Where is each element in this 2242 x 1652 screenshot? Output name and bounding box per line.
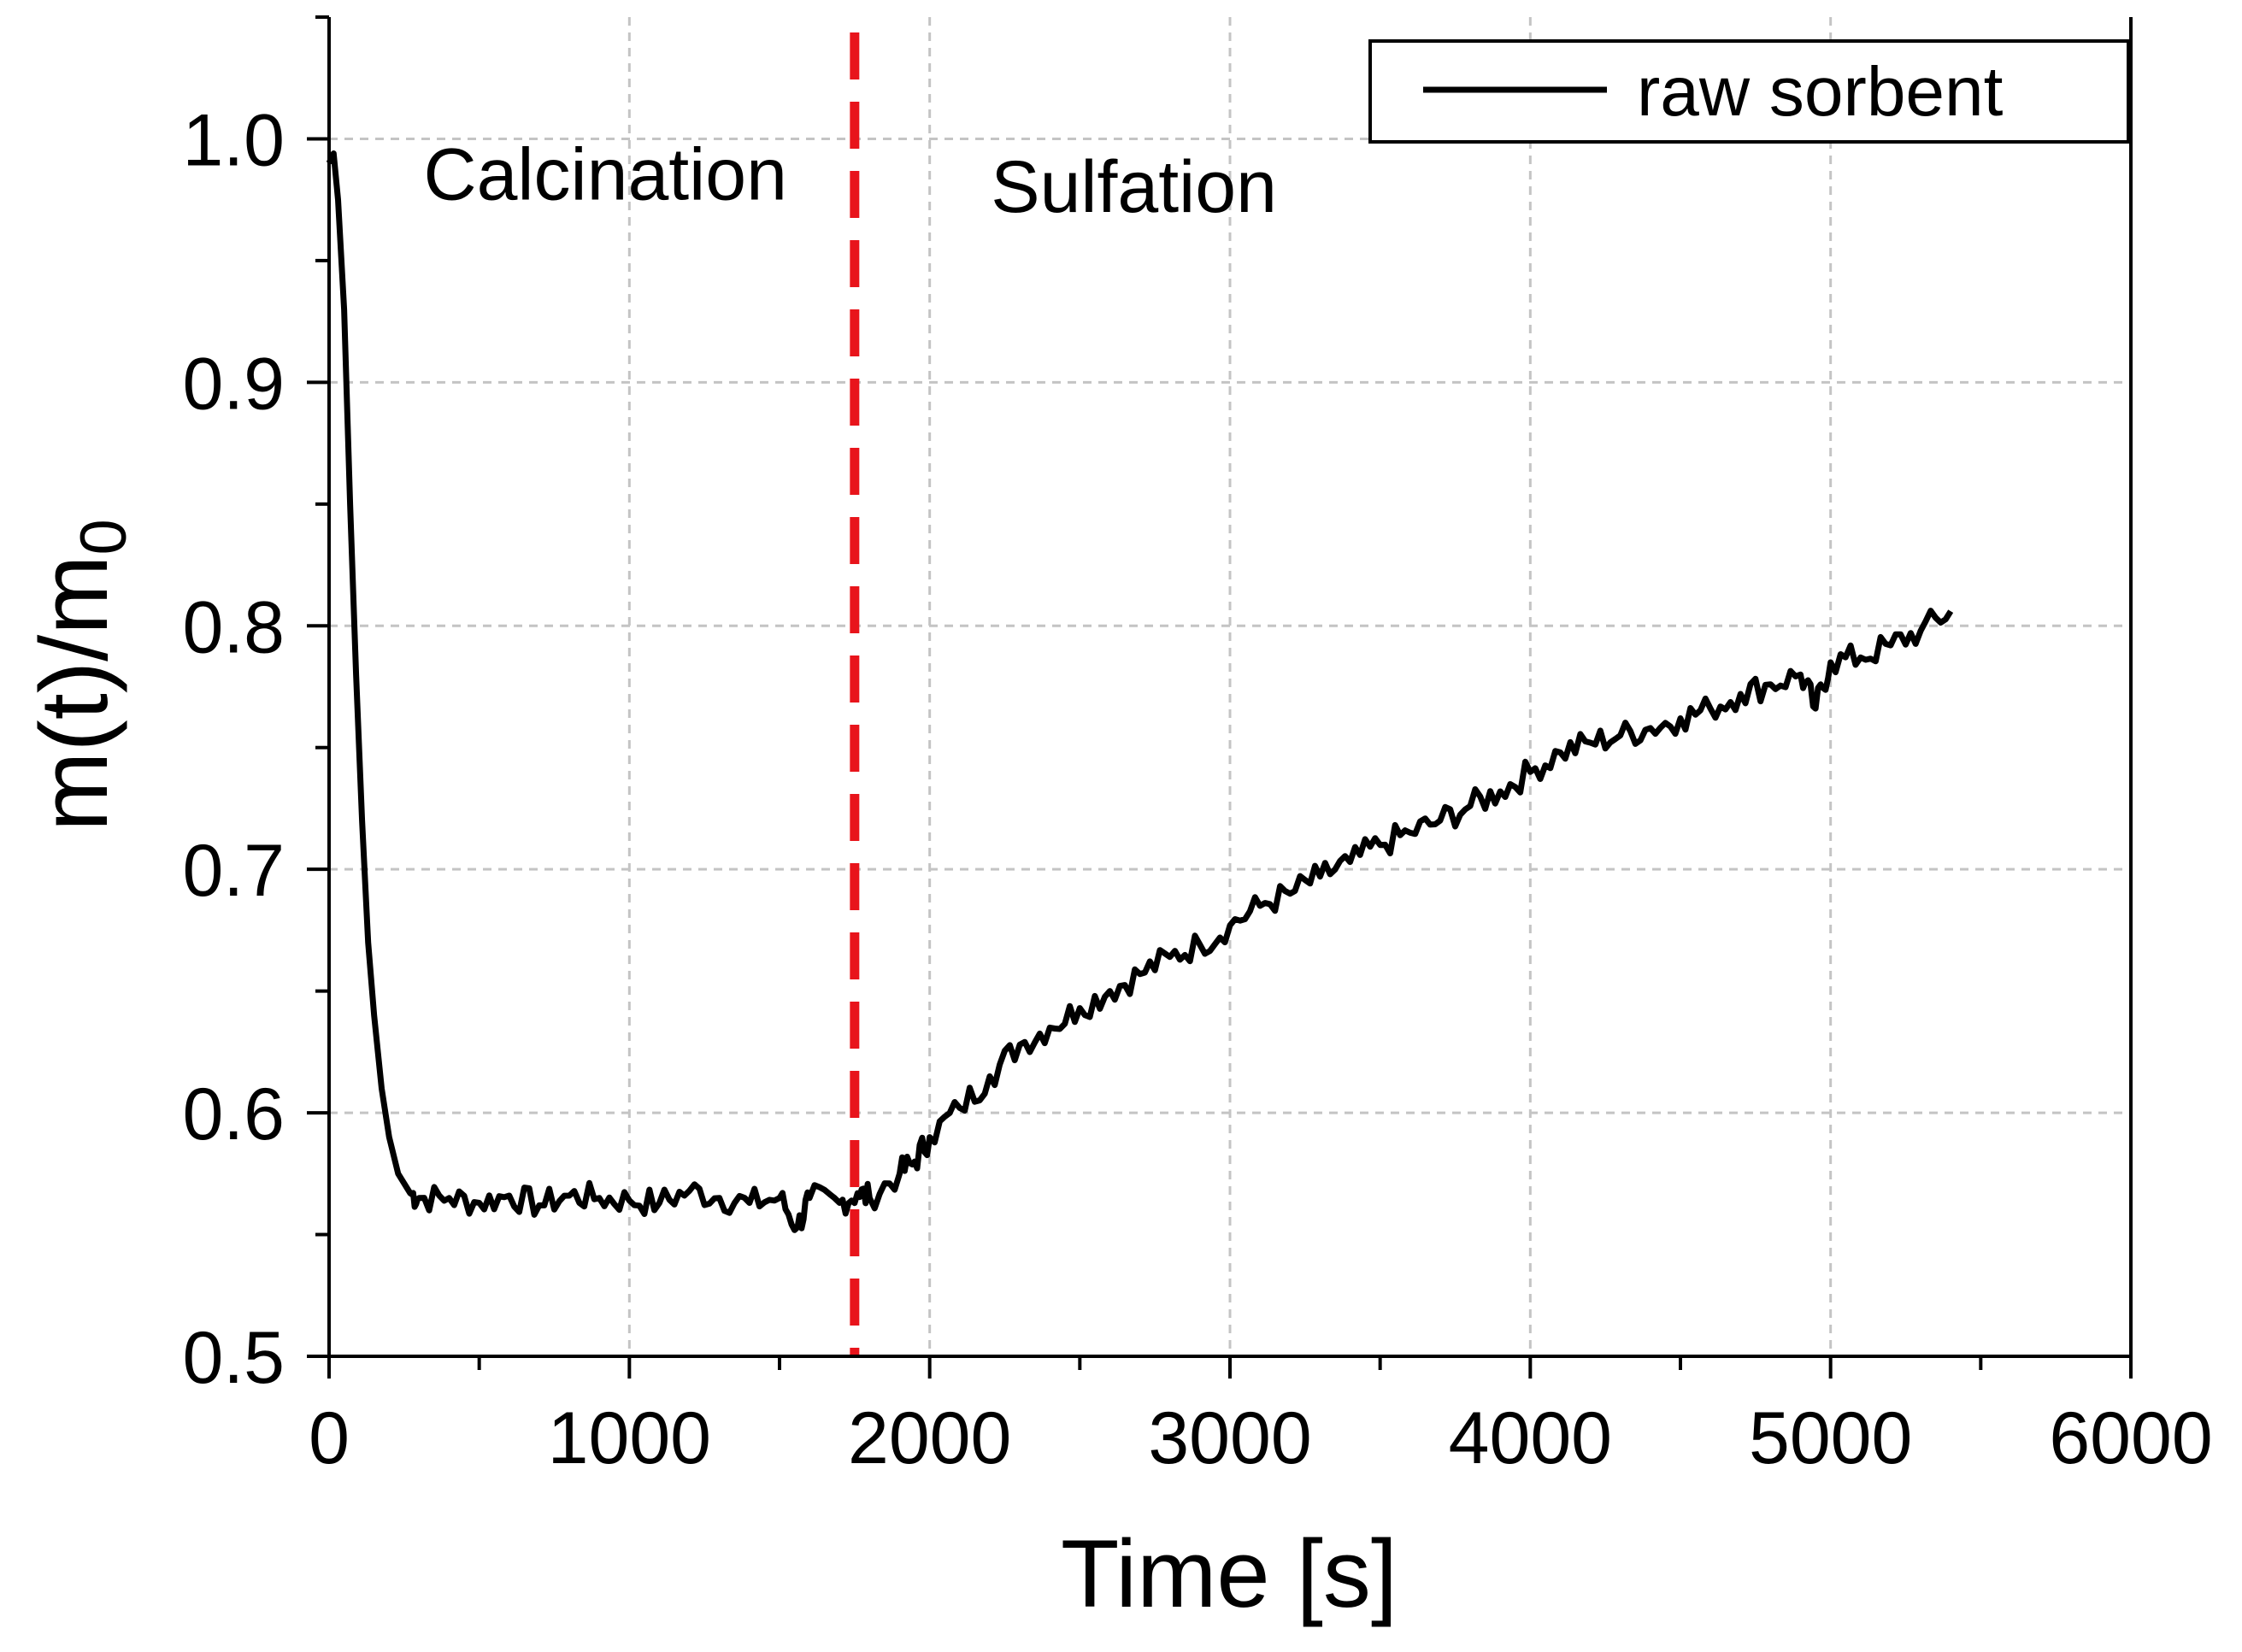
x-tick-label: 2000 [848, 1397, 1011, 1479]
y-tick-label: 0.7 [182, 830, 285, 912]
legend-label-raw-sorbent: raw sorbent [1637, 53, 2004, 131]
grid-layer [329, 17, 2131, 1356]
annotation-sulfation: Sulfation [991, 146, 1277, 228]
x-tick-label: 6000 [2049, 1397, 2212, 1479]
y-tick-label: 0.9 [182, 343, 285, 425]
series-line-raw-sorbent [326, 150, 1954, 1233]
x-tick-label: 4000 [1449, 1397, 1612, 1479]
tick-layer: 0 1000 2000 3000 4000 5000 6000 0.5 0.6 0.7 0.8 0.9… [182, 15, 2213, 1479]
y-tick-label: 0.5 [182, 1317, 285, 1399]
y-tick-label: 1.0 [182, 99, 285, 181]
y-tick-label: 0.8 [182, 586, 285, 668]
y-axis-title-subscript: 0 [68, 519, 140, 555]
series-layer [326, 150, 1954, 1233]
x-tick-label: 3000 [1148, 1397, 1311, 1479]
x-tick-label: 1000 [548, 1397, 711, 1479]
legend: raw sorbent [1368, 39, 2130, 144]
x-axis-title: Time [s] [1061, 1520, 1398, 1627]
y-axis-title: m(t)/m0 [21, 519, 140, 832]
annotation-layer: Calcination Sulfation [423, 134, 1276, 228]
annotation-calcination: Calcination [423, 134, 786, 216]
x-tick-label: 5000 [1749, 1397, 1912, 1479]
y-tick-label: 0.6 [182, 1073, 285, 1155]
y-axis-title-main: m(t)/m [21, 555, 127, 831]
x-tick-label: 0 [309, 1397, 350, 1479]
